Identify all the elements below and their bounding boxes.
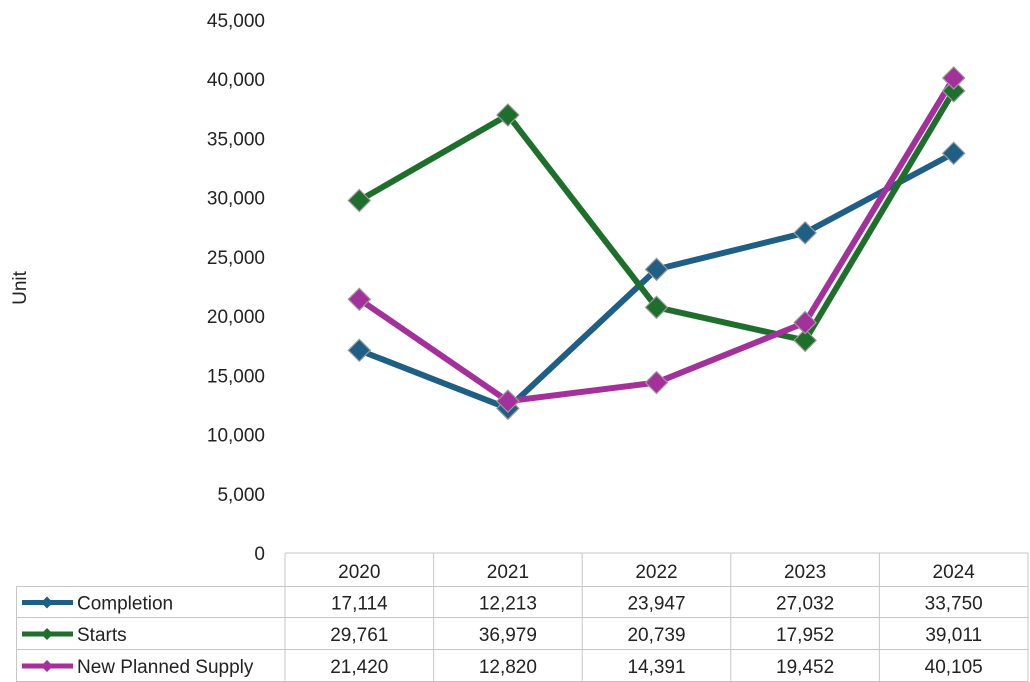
data-point	[347, 188, 372, 213]
data-point	[793, 310, 817, 335]
legend-label: Completion	[77, 594, 173, 615]
series-markers	[347, 66, 966, 421]
x-category-label: 2022	[635, 562, 677, 583]
data-table-value: 23,947	[627, 594, 685, 615]
y-tick-label: 0	[254, 544, 265, 565]
series-lines	[356, 74, 957, 412]
data-table-value: 39,011	[925, 625, 982, 646]
x-category-label: 2023	[784, 562, 826, 583]
data-point	[644, 257, 669, 282]
x-category-label: 2020	[338, 562, 380, 583]
y-tick-label: 30,000	[207, 189, 265, 210]
y-tick-label: 10,000	[207, 426, 265, 447]
data-point	[347, 287, 372, 312]
data-point	[941, 141, 966, 166]
data-point	[793, 220, 817, 245]
data-table-value: 17,952	[776, 625, 834, 646]
y-axis-ticks: 0 5,000 10,000 15,000 20,000 25,000 30,000 35,0…	[207, 11, 265, 565]
y-tick-label: 15,000	[207, 366, 265, 387]
data-table-value: 19,452	[776, 657, 834, 678]
y-axis-title: Unit	[10, 270, 31, 305]
legend-marker	[41, 660, 53, 672]
data-point	[496, 103, 520, 127]
data-table: 2020 2021 2022 2023 2024 Completion 17,114 12,2…	[22, 562, 983, 678]
legend-marker	[41, 596, 53, 609]
data-table-value: 12,820	[479, 657, 537, 678]
data-table-value: 21,420	[330, 657, 388, 678]
data-table-value: 29,761	[330, 625, 388, 646]
legend-marker	[41, 628, 53, 640]
legend-label: New Planned Supply	[77, 657, 254, 678]
y-tick-label: 5,000	[217, 485, 265, 506]
data-point	[793, 328, 817, 353]
x-category-label: 2021	[487, 562, 529, 583]
legend-label: Starts	[77, 625, 127, 646]
data-table-value: 27,032	[776, 594, 834, 615]
data-point	[644, 370, 669, 395]
data-table-value: 40,105	[925, 657, 983, 678]
y-tick-label: 25,000	[207, 248, 265, 269]
data-point	[941, 66, 966, 90]
data-table-value: 33,750	[925, 594, 983, 615]
data-point	[496, 389, 520, 414]
data-table-value: 17,114	[331, 594, 388, 615]
data-table-value: 20,739	[627, 625, 685, 646]
data-table-value: 14,391	[627, 657, 685, 678]
y-tick-label: 20,000	[207, 307, 265, 328]
data-table-value: 36,979	[479, 625, 537, 646]
y-tick-label: 45,000	[207, 11, 265, 32]
x-category-label: 2024	[933, 562, 976, 583]
data-point	[941, 79, 966, 103]
data-point	[644, 295, 669, 320]
y-tick-label: 40,000	[207, 70, 265, 91]
y-tick-label: 35,000	[207, 129, 265, 150]
data-point	[347, 338, 372, 363]
data-table-value: 12,213	[479, 594, 537, 615]
